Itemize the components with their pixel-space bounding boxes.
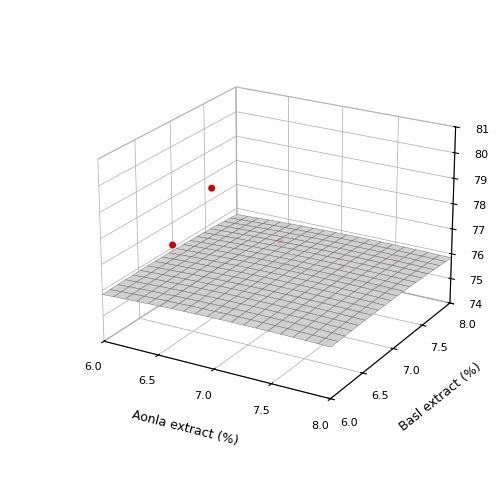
X-axis label: Aonla extract (%): Aonla extract (%) (130, 408, 240, 448)
Y-axis label: Basl extract (%): Basl extract (%) (397, 360, 484, 433)
